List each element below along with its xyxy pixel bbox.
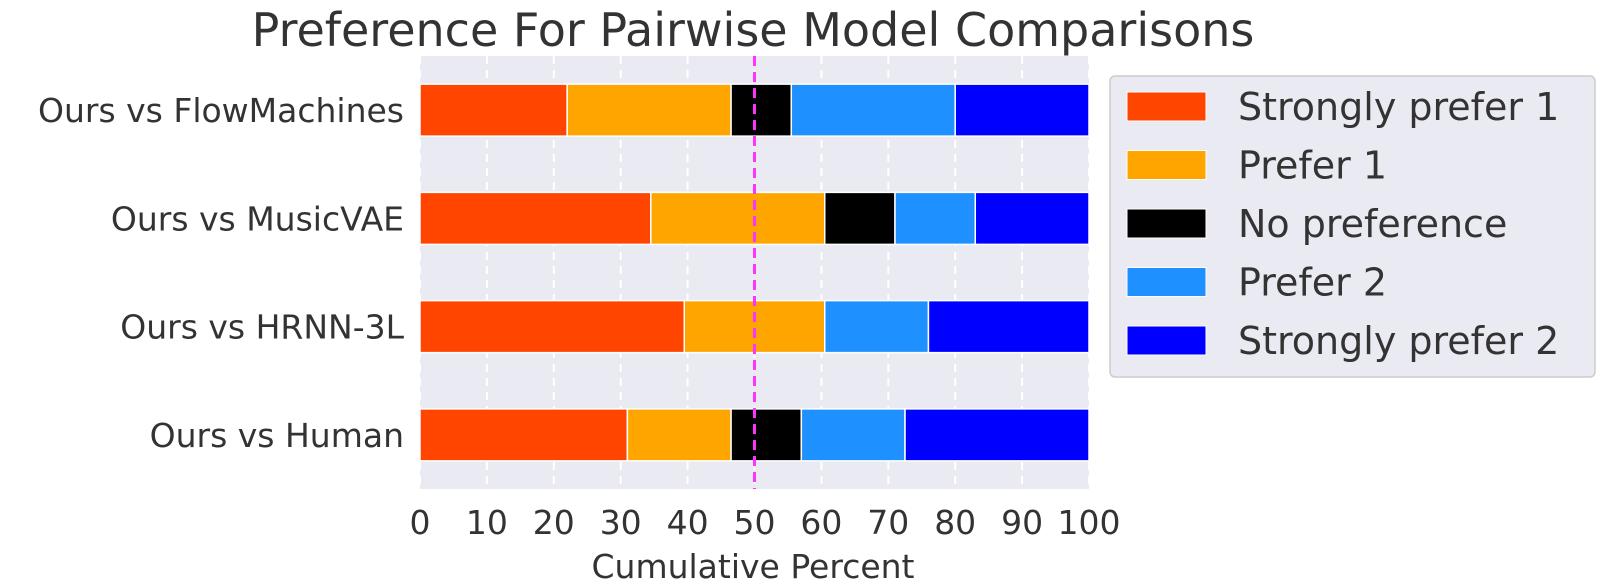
legend-swatch (1126, 150, 1207, 180)
bar-segment (823, 191, 896, 246)
y-tick-label: Ours vs FlowMachines (38, 91, 404, 130)
legend-label: Prefer 2 (1238, 261, 1387, 305)
bar-segment (800, 408, 906, 462)
x-axis-label: Cumulative Percent (591, 547, 914, 586)
y-tick-label: Ours vs Human (150, 416, 404, 455)
bar-segment (419, 83, 568, 137)
y-tick-labels: Ours vs FlowMachines Ours vs MusicVAE Ours… (38, 91, 405, 455)
bar-segment (730, 83, 793, 137)
legend-swatch (1126, 267, 1207, 297)
x-tick-labels: 0 10 20 30 40 50 60 70 80 90 100 (410, 503, 1121, 542)
legend-box (1109, 75, 1596, 378)
bar-segment (419, 408, 629, 462)
bars (419, 83, 1090, 462)
x-tick-label: 50 (734, 503, 776, 542)
x-tick-label: 100 (1058, 503, 1121, 542)
y-tick-label: Ours vs HRNN-3L (120, 308, 404, 347)
x-tick-label: 80 (934, 503, 976, 542)
legend-label: Strongly prefer 1 (1238, 85, 1559, 129)
legend-label: Prefer 1 (1238, 144, 1387, 188)
bar-segment (974, 191, 1090, 246)
x-tick-label: 60 (800, 503, 842, 542)
chart-title: Preference For Pairwise Model Comparison… (252, 3, 1255, 57)
legend-swatch (1126, 325, 1207, 356)
legend-label: No preference (1238, 202, 1507, 246)
bar-segment (730, 408, 803, 462)
bar-segment (626, 408, 732, 462)
legend-swatch (1126, 208, 1207, 239)
bar-segment (894, 191, 977, 246)
x-tick-label: 10 (466, 503, 508, 542)
bar-segment (790, 83, 956, 137)
x-tick-label: 30 (600, 503, 642, 542)
bar-segment (419, 191, 652, 246)
legend-swatch (1126, 91, 1207, 122)
bar-segment (419, 299, 686, 354)
bar-segment (650, 191, 826, 246)
x-tick-label: 20 (533, 503, 575, 542)
bar-segment (954, 83, 1090, 137)
legend-label: Strongly prefer 2 (1238, 319, 1559, 363)
legend: Strongly prefer 1 Prefer 1 No preference Pr… (1126, 85, 1559, 363)
y-tick-label: Ours vs MusicVAE (111, 199, 404, 238)
x-tick-label: 40 (667, 503, 709, 542)
x-tick-label: 0 (410, 503, 431, 542)
bar-segment (566, 83, 732, 137)
bar-segment (683, 299, 826, 354)
bar-segment (927, 299, 1090, 354)
bar-segment (823, 299, 930, 354)
bar-segment (904, 408, 1090, 462)
x-tick-label: 70 (867, 503, 909, 542)
x-tick-label: 90 (1001, 503, 1043, 542)
